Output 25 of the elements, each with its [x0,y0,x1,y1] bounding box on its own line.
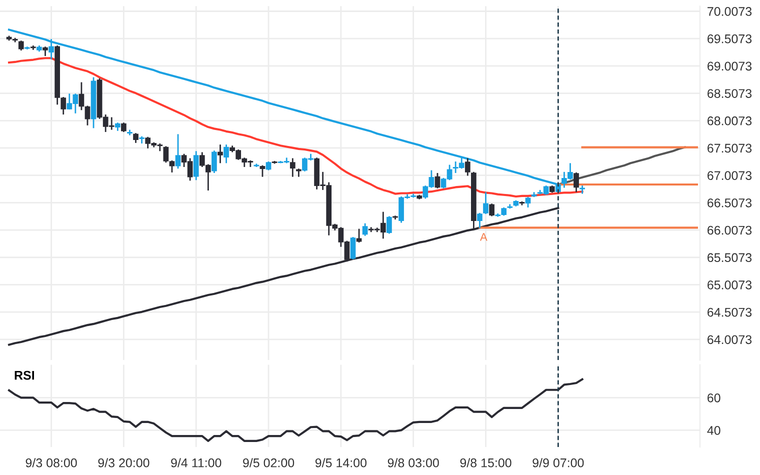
chart-title: RSI [14,370,34,380]
y-tick-label: 65.5073 [708,253,752,262]
y-tick-label: 69.0073 [708,62,752,71]
x-tick-label: 9/3 20:00 [98,458,150,468]
y-tick-label: 64.0073 [708,335,752,344]
y-tick-label: 68.5073 [708,89,752,98]
y-tick-label: 70.0073 [708,7,752,16]
y-tick-label: 68.0073 [708,116,752,126]
y-tick-label: 64.5073 [708,308,752,317]
y-tick-label: 65.0073 [708,280,752,290]
y-tick-label: 60 [708,393,720,402]
y-tick-label: 40 [707,426,720,435]
x-tick-label: 9/5 02:00 [243,458,294,468]
x-tick-label: 9/4 11:00 [171,458,222,468]
y-tick-label: 66.0073 [708,226,752,235]
x-tick-label: 9/3 08:00 [26,458,77,468]
x-tick-label: 9/9 07:00 [532,458,584,468]
annotation: A [480,233,488,241]
y-tick-label: 67.5073 [708,144,752,153]
y-tick-label: 66.5073 [708,198,752,208]
x-tick-label: 9/8 03:00 [388,458,439,468]
x-tick-label: 9/5 14:00 [315,458,367,468]
y-tick-label: 67.0073 [708,171,752,180]
y-tick-label: 69.5073 [708,34,752,44]
x-tick-label: 9/8 15:00 [460,458,512,468]
